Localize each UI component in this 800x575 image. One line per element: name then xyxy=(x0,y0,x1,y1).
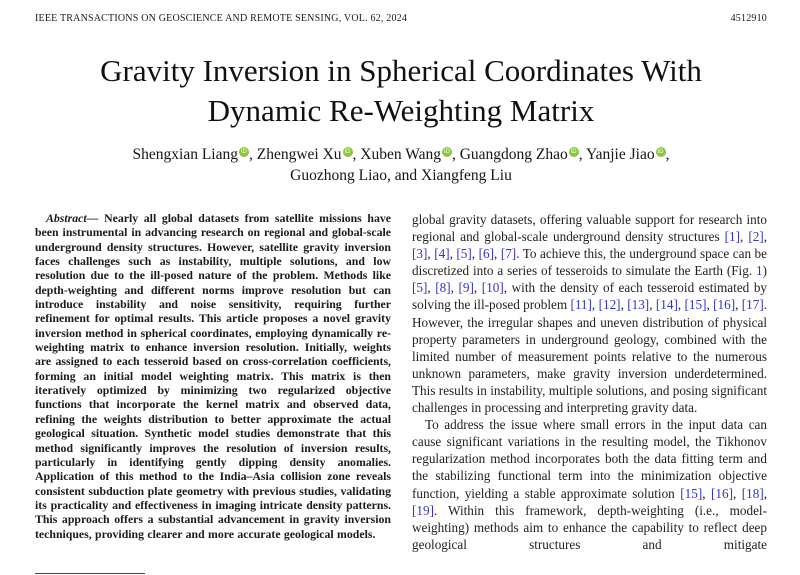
body-text: , xyxy=(427,280,436,296)
body-text: , xyxy=(449,246,457,262)
orcid-icon[interactable]: iD xyxy=(239,147,249,157)
citation-link[interactable]: [12] xyxy=(598,297,621,313)
body-text: , xyxy=(450,280,459,296)
author-separator: , xyxy=(249,146,257,163)
body-text: , xyxy=(763,485,768,501)
body-text: , xyxy=(732,485,742,501)
citation-link[interactable]: [15] xyxy=(680,485,703,501)
citation-link[interactable]: [19] xyxy=(412,502,434,518)
paper-title-line1: Gravity Inversion in Spherical Coordinat… xyxy=(100,53,702,88)
footnote-separator xyxy=(35,573,145,574)
body-text: , xyxy=(735,297,742,313)
citation-link[interactable]: 1 xyxy=(756,263,763,279)
abstract-text: Nearly all global datasets from satellit… xyxy=(35,211,391,541)
citation-link[interactable]: [2] xyxy=(748,229,764,245)
body-text: , xyxy=(702,485,711,501)
body-text: , xyxy=(494,246,501,262)
author-line2: Guozhong Liao, and Xiangfeng Liu xyxy=(290,167,512,184)
author-name: Yanjie Jiao xyxy=(585,146,655,163)
body-paragraph: global gravity datasets, offering valuab… xyxy=(412,211,767,416)
citation-link[interactable]: [3] xyxy=(412,246,428,262)
orcid-icon[interactable]: iD xyxy=(342,147,353,157)
citation-link[interactable]: [13] xyxy=(627,297,650,313)
body-text: . Within this framework, depth-weighting… xyxy=(412,502,767,552)
body-text: To address the issue where small errors … xyxy=(412,417,767,501)
citation-link[interactable]: [1] xyxy=(724,229,740,245)
orcid-icon[interactable]: iD xyxy=(568,147,579,157)
body-paragraph: To address the issue where small errors … xyxy=(412,416,767,553)
author-line1: Shengxian Liang iD, Zhengwei Xu iD, Xuben … xyxy=(35,144,767,165)
citation-link[interactable]: [16] xyxy=(713,297,736,313)
body-text: , xyxy=(471,246,479,262)
author-name: Zhengwei Xu xyxy=(256,146,342,163)
author-name: Guangdong Zhao xyxy=(459,146,568,163)
citation-link[interactable]: [8] xyxy=(435,280,451,296)
body-text: , with the density of each tesseroid est… xyxy=(412,280,768,313)
body-text: , xyxy=(706,297,714,313)
citation-link[interactable]: [6] xyxy=(478,246,494,262)
body-text: , xyxy=(473,280,482,296)
citation-link[interactable]: [10] xyxy=(481,280,504,296)
paper-title: Gravity Inversion in Spherical Coordinat… xyxy=(35,51,767,131)
author-separator: , xyxy=(451,146,460,163)
body-text: , xyxy=(591,297,599,313)
body-text: , xyxy=(649,297,656,313)
author-block: Shengxian Liang iD, Zhengwei Xu iD, Xuben … xyxy=(35,144,767,186)
left-column: Abstract— Nearly all global datasets fro… xyxy=(35,211,391,553)
author-separator: , xyxy=(665,146,670,163)
running-head: IEEE TRANSACTIONS ON GEOSCIENCE AND REMO… xyxy=(35,13,767,24)
citation-link[interactable]: [9] xyxy=(458,280,474,296)
citation-link[interactable]: [7] xyxy=(500,246,517,262)
right-column: global gravity datasets, offering valuab… xyxy=(412,211,767,553)
citation-link[interactable]: [4] xyxy=(434,246,450,262)
citation-link[interactable]: [17] xyxy=(741,297,764,313)
body-text: , xyxy=(620,297,628,313)
author-name: Shengxian Liang xyxy=(132,146,238,163)
two-column-body: Abstract— Nearly all global datasets fro… xyxy=(35,211,767,553)
body-text: , xyxy=(427,246,435,262)
body-text: , xyxy=(740,229,749,245)
article-number: 4512910 xyxy=(730,13,767,24)
body-text: , xyxy=(763,229,768,245)
body-text: global gravity datasets, offering valuab… xyxy=(412,212,767,245)
citation-link[interactable]: [5] xyxy=(456,246,472,262)
body-text: ) xyxy=(762,263,767,279)
abstract-label: Abstract— xyxy=(46,211,99,225)
body-text: , xyxy=(677,297,685,313)
citation-link[interactable]: [15] xyxy=(684,297,707,313)
journal-title: IEEE TRANSACTIONS ON GEOSCIENCE AND REMO… xyxy=(35,13,408,24)
citation-link[interactable]: [18] xyxy=(741,485,764,501)
abstract: Abstract— Nearly all global datasets fro… xyxy=(35,211,391,541)
citation-link[interactable]: [11] xyxy=(570,297,592,313)
citation-link[interactable]: [5] xyxy=(412,280,428,296)
body-text: . To achieve this, the underground space… xyxy=(412,246,767,279)
author-separator: , xyxy=(352,146,361,163)
author-separator: , xyxy=(578,146,586,163)
citation-link[interactable]: [14] xyxy=(655,297,678,313)
paper-title-line2: Dynamic Re-Weighting Matrix xyxy=(207,93,595,128)
author-name: Xuben Wang xyxy=(360,146,441,163)
body-text: . However, the irregular shapes and unev… xyxy=(412,297,768,416)
orcid-icon[interactable]: iD xyxy=(655,147,666,157)
orcid-icon[interactable]: iD xyxy=(441,147,452,157)
citation-link[interactable]: [16] xyxy=(710,485,733,501)
